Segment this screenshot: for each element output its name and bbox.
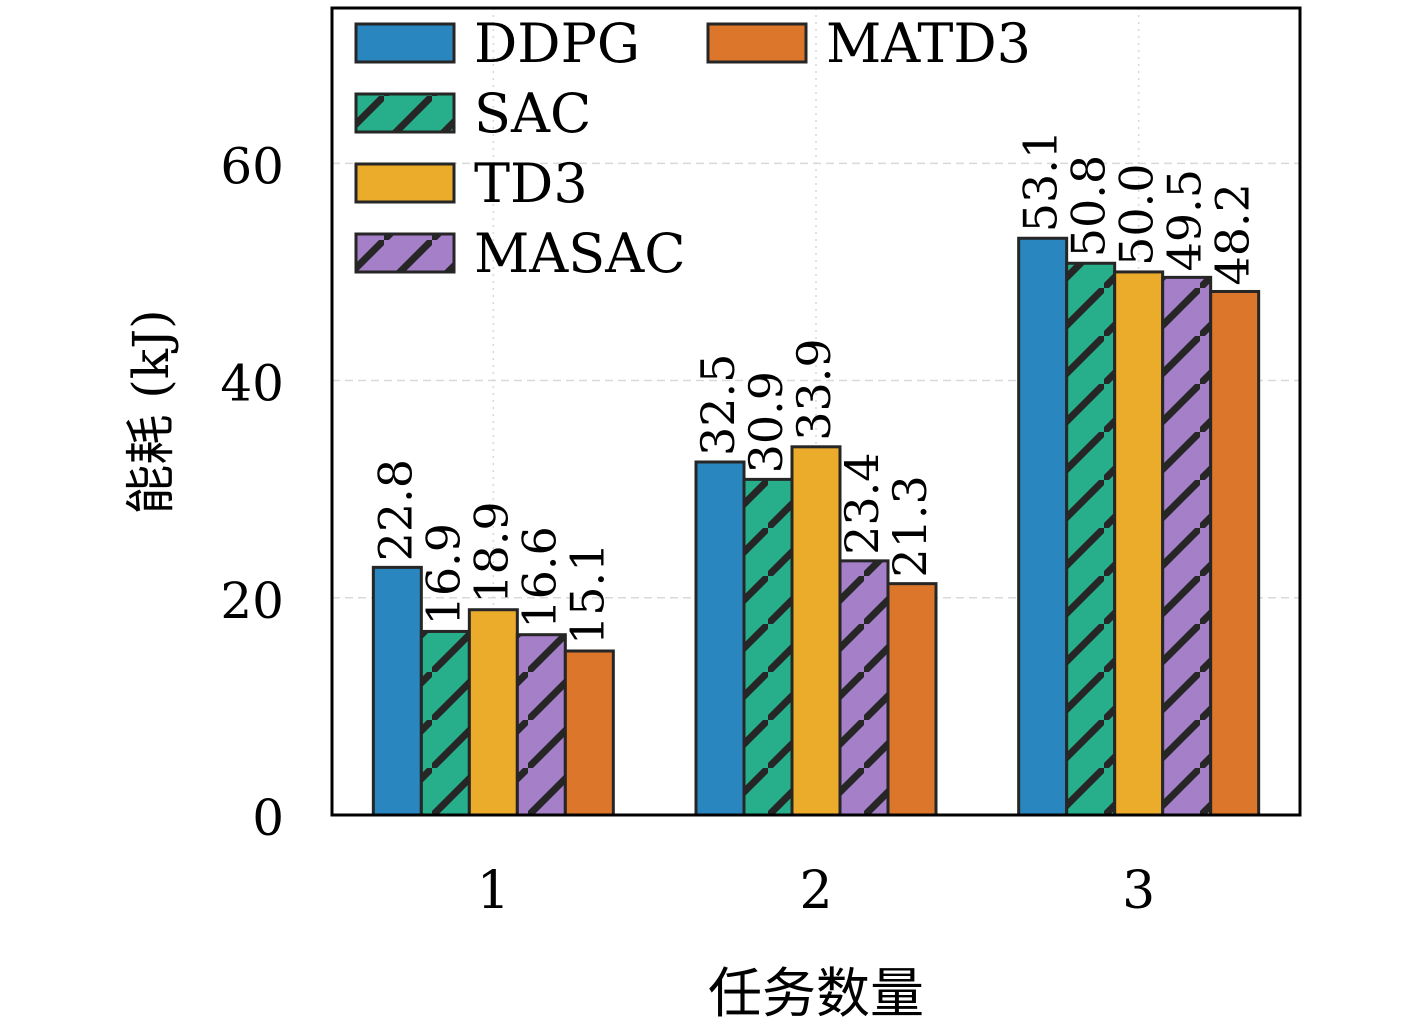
legend-label: DDPG	[474, 12, 640, 75]
bar-hatch	[1162, 277, 1211, 815]
bar-sac-3	[1065, 261, 1117, 817]
bar-hatch	[421, 631, 470, 815]
data-label: 53.1	[1014, 130, 1068, 232]
data-label: 22.8	[368, 459, 422, 561]
data-label: 50.8	[1062, 155, 1116, 257]
legend-label: SAC	[474, 82, 591, 145]
bar-td3-1	[467, 608, 519, 817]
plot-frame	[330, 6, 1302, 817]
legend-swatch-outline	[354, 232, 456, 274]
bar-fill	[1210, 291, 1259, 816]
bar-matd3-1	[563, 649, 615, 817]
bar-ddpg-3	[1017, 236, 1069, 817]
data-label: 18.9	[464, 501, 518, 603]
data-label: 49.5	[1158, 169, 1212, 271]
bar-fill	[373, 567, 422, 815]
legend-swatch-hatch	[356, 234, 454, 272]
legend: DDPG SAC TD3 MASAC MATD3	[354, 12, 1031, 285]
legend-item-matd3: MATD3	[706, 12, 1031, 75]
data-label: 30.9	[739, 371, 793, 473]
bar-fill	[565, 650, 614, 815]
data-label: 16.6	[512, 526, 566, 628]
bar-fill	[696, 462, 744, 815]
bar-td3-3	[1113, 270, 1165, 817]
bars-layer	[371, 236, 1261, 817]
data-label: 33.9	[787, 338, 841, 440]
legend-swatch-hatch	[356, 94, 454, 132]
data-label: 21.3	[883, 475, 937, 577]
y-axis-label: 能耗 (kJ)	[122, 309, 180, 514]
bar-hatch	[1066, 263, 1115, 815]
data-label: 23.4	[835, 452, 889, 554]
legend-label: MATD3	[826, 12, 1031, 75]
y-tick-label: 60	[220, 137, 284, 195]
bar-fill	[1114, 271, 1163, 815]
bar-masac-3	[1161, 275, 1213, 817]
bar-hatch	[744, 479, 792, 815]
x-axis-label: 任务数量	[708, 962, 924, 1025]
bar-hatch	[840, 560, 888, 815]
bar-fill	[792, 446, 840, 815]
bar-fill	[469, 609, 518, 815]
bar-sac-1	[419, 629, 471, 817]
bar-fill	[888, 583, 936, 815]
value-labels: 22.8 32.5 53.1 16.9 30.9 50.8 18.9 33.9 50.0 16.6…	[368, 130, 1259, 645]
bar-ddpg-2	[694, 460, 746, 817]
data-label: 48.2	[1206, 183, 1260, 285]
legend-swatch	[356, 164, 454, 202]
legend-swatch-outline	[354, 22, 456, 64]
legend-swatch-outline	[706, 22, 808, 64]
x-tick-label: 2	[799, 861, 832, 921]
bar-td3-2	[790, 445, 842, 817]
legend-item-ddpg: DDPG	[354, 12, 640, 75]
bar-fill	[1018, 238, 1067, 815]
bar-hatch	[517, 634, 566, 815]
data-label: 15.1	[560, 543, 614, 645]
legend-swatch-outline	[354, 162, 456, 204]
legend-swatch	[356, 24, 454, 62]
x-tick-label: 3	[1122, 861, 1155, 921]
data-label: 32.5	[691, 354, 745, 456]
x-tick-label: 1	[477, 861, 510, 921]
legend-label: MASAC	[474, 222, 686, 285]
legend-swatch-outline	[354, 92, 456, 134]
bar-matd3-2	[886, 582, 938, 817]
legend-item-masac: MASAC	[354, 222, 686, 285]
y-tick-label: 40	[220, 355, 284, 413]
bar-sac-2	[742, 477, 794, 817]
legend-item-sac: SAC	[354, 82, 591, 145]
bar-masac-1	[515, 633, 567, 817]
y-tick-label: 0	[252, 789, 284, 847]
legend-item-td3: TD3	[354, 152, 588, 215]
y-tick-label: 20	[220, 572, 284, 630]
x-axis-ticks: 1 2 3	[477, 861, 1155, 921]
y-axis-ticks: 0 20 40 60	[220, 137, 284, 847]
legend-label: TD3	[474, 152, 588, 215]
bar-ddpg-1	[371, 565, 423, 817]
legend-swatch	[708, 24, 806, 62]
data-label: 50.0	[1110, 164, 1164, 266]
bar-masac-2	[838, 559, 890, 817]
bar-matd3-3	[1209, 289, 1261, 817]
data-label: 16.9	[416, 523, 470, 625]
